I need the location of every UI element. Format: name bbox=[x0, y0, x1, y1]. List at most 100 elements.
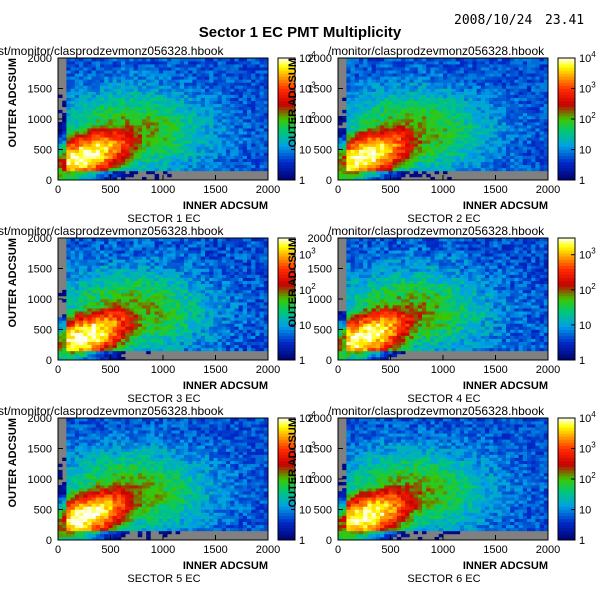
heatmap-cell bbox=[83, 299, 88, 303]
heatmap-cell bbox=[104, 112, 109, 117]
heatmap-cell bbox=[417, 131, 423, 135]
heatmap-cell bbox=[116, 305, 122, 309]
heatmap-cell bbox=[359, 161, 364, 166]
heatmap-cell bbox=[112, 91, 118, 95]
heatmap-cell bbox=[447, 131, 452, 135]
heatmap-cell bbox=[91, 164, 97, 169]
heatmap-cell bbox=[70, 347, 76, 352]
heatmap-cell bbox=[518, 167, 524, 172]
heatmap-cell bbox=[79, 170, 84, 175]
heatmap-cell bbox=[242, 125, 248, 129]
heatmap-cell bbox=[396, 131, 402, 135]
heatmap-cell bbox=[137, 100, 143, 105]
heatmap-cell bbox=[506, 73, 511, 77]
heatmap-cell bbox=[472, 152, 477, 156]
heatmap-cell bbox=[485, 134, 490, 138]
heatmap-cell bbox=[518, 61, 524, 65]
heatmap-cell bbox=[388, 112, 393, 117]
heatmap-cell bbox=[259, 61, 265, 65]
heatmap-cell bbox=[87, 100, 92, 105]
heatmap-cell bbox=[87, 286, 92, 291]
heatmap-cell bbox=[535, 140, 540, 144]
heatmap-cell bbox=[184, 76, 189, 80]
heatmap-cell bbox=[146, 134, 151, 138]
heatmap-cell bbox=[506, 112, 511, 117]
heatmap-cell bbox=[158, 256, 164, 260]
heatmap-cell bbox=[401, 131, 406, 135]
heatmap-cell bbox=[247, 119, 252, 123]
heatmap-cell bbox=[121, 244, 126, 248]
heatmap-cell bbox=[396, 106, 402, 111]
heatmap-cell bbox=[380, 161, 385, 166]
heatmap-cell bbox=[70, 100, 76, 105]
heatmap-cell bbox=[263, 109, 269, 114]
heatmap-cell bbox=[501, 70, 507, 74]
heatmap-cell bbox=[108, 283, 113, 288]
heatmap-cell bbox=[116, 94, 122, 98]
heatmap-cell bbox=[66, 320, 71, 324]
heatmap-cell bbox=[95, 122, 101, 126]
heatmap-cell bbox=[459, 73, 465, 77]
heatmap-cell bbox=[142, 88, 147, 92]
heatmap-cell bbox=[480, 94, 486, 98]
heatmap-cell bbox=[121, 329, 126, 333]
heatmap-cell bbox=[485, 161, 490, 166]
heatmap-cell bbox=[447, 103, 452, 108]
heatmap-cell bbox=[447, 109, 452, 114]
heatmap-cell bbox=[259, 64, 265, 68]
heatmap-cell bbox=[392, 82, 398, 86]
heatmap-cell bbox=[451, 112, 456, 117]
heatmap-cell bbox=[464, 140, 469, 144]
heatmap-cell bbox=[125, 109, 130, 114]
heatmap-cell bbox=[472, 137, 477, 141]
heatmap-cell bbox=[384, 100, 389, 105]
heatmap-cell bbox=[238, 73, 244, 77]
heatmap-cell bbox=[468, 140, 473, 144]
heatmap-cell bbox=[255, 103, 260, 108]
heatmap-cell bbox=[392, 91, 398, 95]
heatmap-cell bbox=[108, 250, 113, 254]
heatmap-cell bbox=[354, 82, 360, 86]
heatmap-cell bbox=[146, 106, 151, 111]
heatmap-cell bbox=[112, 152, 118, 156]
heatmap-cell bbox=[522, 158, 528, 162]
heatmap-cell bbox=[184, 152, 189, 156]
heatmap-cell bbox=[74, 292, 80, 297]
heatmap-cell bbox=[213, 109, 218, 114]
heatmap-cell bbox=[543, 85, 549, 89]
x-tick-label: 1500 bbox=[483, 184, 507, 196]
heatmap-cell bbox=[485, 76, 490, 80]
heatmap-cell bbox=[171, 265, 176, 269]
heatmap-cell bbox=[116, 323, 122, 327]
heatmap-cell bbox=[396, 140, 402, 144]
heatmap-cell bbox=[443, 170, 448, 175]
heatmap-cell bbox=[531, 137, 536, 141]
heatmap-cell bbox=[112, 167, 118, 172]
heatmap-cell bbox=[100, 250, 105, 254]
heatmap-cell bbox=[66, 119, 71, 123]
heatmap-cell bbox=[196, 161, 202, 166]
heatmap-cell bbox=[497, 58, 503, 62]
heatmap-cell bbox=[380, 125, 385, 129]
heatmap-cell bbox=[74, 299, 80, 303]
heatmap-cell bbox=[179, 164, 185, 169]
heatmap-cell bbox=[238, 155, 244, 159]
heatmap-cell bbox=[100, 262, 105, 266]
heatmap-cell bbox=[401, 143, 406, 147]
heatmap-cell bbox=[346, 61, 351, 65]
heatmap-cell bbox=[401, 106, 406, 111]
heatmap-cell bbox=[527, 94, 532, 98]
heatmap-cell bbox=[129, 134, 134, 138]
heatmap-cell bbox=[142, 155, 147, 159]
heatmap-cell bbox=[375, 94, 381, 98]
heatmap-cell bbox=[354, 128, 360, 132]
heatmap-cell bbox=[363, 134, 368, 138]
heatmap-cell bbox=[121, 131, 126, 135]
heatmap-cell bbox=[58, 320, 63, 324]
heatmap-cell bbox=[392, 79, 398, 83]
heatmap-cell bbox=[184, 140, 189, 144]
heatmap-cell bbox=[188, 149, 193, 153]
heatmap-cell bbox=[501, 128, 507, 132]
heatmap-cell bbox=[367, 152, 372, 156]
colorbar-segment bbox=[558, 161, 575, 166]
